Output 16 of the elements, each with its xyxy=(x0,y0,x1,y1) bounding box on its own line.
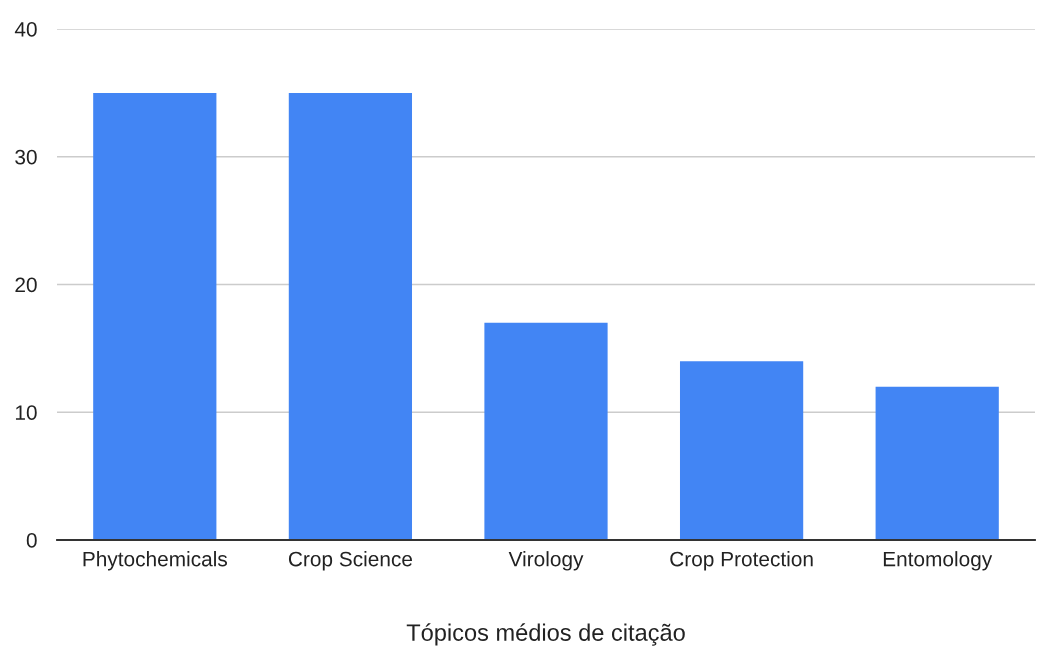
bar xyxy=(288,92,413,540)
y-tick-label: 20 xyxy=(15,277,37,293)
x-tick-label: Phytochemicals xyxy=(83,551,227,571)
bar xyxy=(875,386,999,540)
bar xyxy=(679,361,804,540)
x-tick-label: Crop Protection xyxy=(670,551,813,571)
y-tick-label: 40 xyxy=(14,22,37,37)
y-tick-label: 30 xyxy=(15,149,37,165)
y-tick-label: 10 xyxy=(15,405,37,420)
bar xyxy=(93,92,217,540)
x-tick-label: Virology xyxy=(508,551,584,571)
bar xyxy=(484,322,608,540)
x-tick-label: Crop Science xyxy=(288,551,413,571)
x-axis-title: Tópicos médios de citação xyxy=(406,623,685,646)
y-tick-label: 0 xyxy=(26,533,37,548)
x-tick-label: Entomology xyxy=(883,551,993,571)
